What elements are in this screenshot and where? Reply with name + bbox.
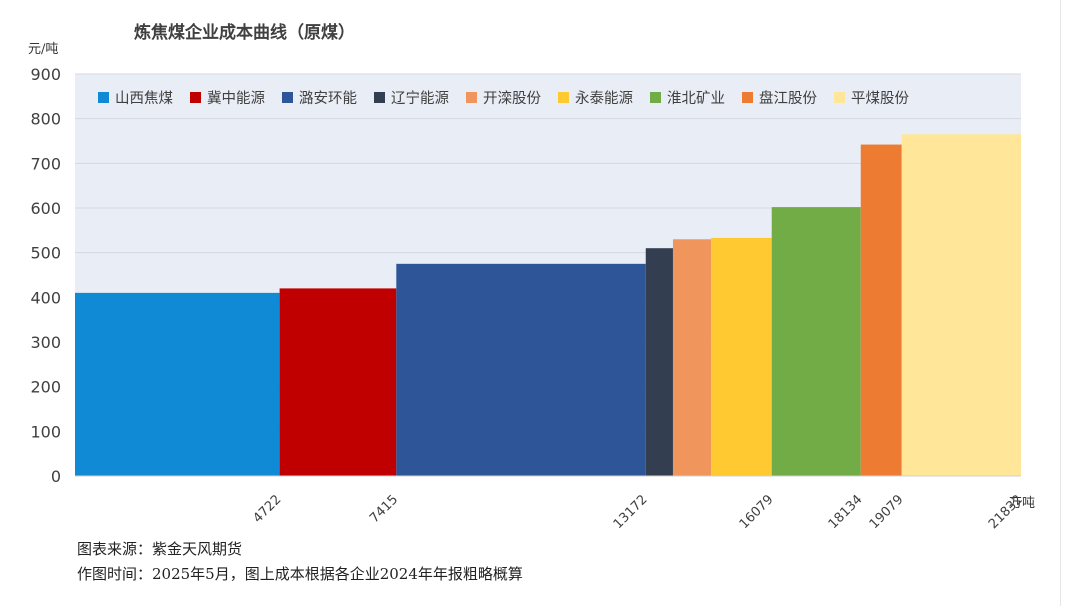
footer-time: 作图时间：2025年5月，图上成本根据各企业2024年年报粗略概算 (77, 565, 523, 583)
legend-swatch (558, 92, 569, 103)
legend-item: 平煤股份 (834, 87, 909, 108)
y-tick-label: 600 (30, 199, 61, 218)
bar (672, 239, 712, 476)
legend-item: 永泰能源 (558, 87, 633, 108)
legend: 山西焦煤 冀中能源 潞安环能 辽宁能源 开滦股份 永泰能源 淮北矿业 盘江股份 平煤股份 (98, 87, 909, 108)
legend-swatch (466, 92, 477, 103)
legend-swatch (98, 92, 109, 103)
legend-item: 潞安环能 (282, 87, 357, 108)
chart-title: 炼焦煤企业成本曲线（原煤） (134, 23, 355, 43)
y-tick-label: 800 (30, 110, 61, 129)
x-tick-label: 19079 (867, 492, 907, 532)
y-tick-label: 700 (30, 154, 61, 173)
x-tick-label: 21832 (986, 492, 1026, 532)
x-tick-labels: 4722 7415 13172 16079 18134 19079 21832 (250, 492, 1025, 532)
legend-label: 永泰能源 (575, 91, 633, 107)
legend-label: 辽宁能源 (391, 91, 449, 107)
y-axis-unit: 元/吨 (28, 42, 59, 57)
legend-label: 平煤股份 (851, 91, 909, 107)
legend-label: 淮北矿业 (667, 91, 725, 107)
footer-source: 图表来源：紫金天风期货 (77, 540, 243, 558)
bar (771, 207, 861, 476)
y-tick-labels: 0 100 200 300 400 500 600 700 800 900 (30, 65, 61, 486)
legend-label: 冀中能源 (207, 91, 265, 107)
bar (901, 134, 1021, 477)
bar (645, 248, 673, 476)
bar (860, 144, 902, 476)
y-tick-label: 300 (30, 333, 61, 352)
x-tick-label: 13172 (611, 492, 651, 532)
bar (711, 237, 772, 476)
legend-label: 盘江股份 (759, 91, 817, 107)
y-tick-label: 400 (30, 288, 61, 307)
legend-swatch (374, 92, 385, 103)
x-axis-unit: 万吨 (1009, 496, 1036, 511)
legend-swatch (650, 92, 661, 103)
bar (279, 288, 397, 476)
legend-swatch (742, 92, 753, 103)
legend-swatch (282, 92, 293, 103)
legend-label: 山西焦煤 (115, 91, 173, 107)
legend-item: 冀中能源 (190, 87, 265, 108)
legend-item: 开滦股份 (466, 87, 541, 108)
y-tick-label: 900 (30, 65, 61, 84)
legend-item: 山西焦煤 (98, 87, 173, 108)
x-tick-label: 7415 (367, 492, 401, 526)
legend-item: 盘江股份 (742, 87, 817, 108)
x-tick-label: 16079 (737, 492, 777, 532)
legend-swatch (834, 92, 845, 103)
y-tick-label: 200 (30, 378, 61, 397)
right-border (1060, 0, 1061, 606)
bars (75, 134, 1021, 477)
y-tick-label: 100 (30, 422, 61, 441)
legend-label: 潞安环能 (299, 91, 357, 107)
x-tick-label: 4722 (250, 492, 284, 526)
legend-swatch (190, 92, 201, 103)
x-tick-label: 18134 (826, 492, 866, 532)
y-tick-label: 500 (30, 244, 61, 263)
y-tick-label: 0 (51, 467, 61, 486)
legend-item: 淮北矿业 (650, 87, 725, 108)
legend-item: 辽宁能源 (374, 87, 449, 108)
bar (396, 263, 646, 476)
bar (75, 292, 280, 476)
legend-label: 开滦股份 (483, 91, 541, 107)
